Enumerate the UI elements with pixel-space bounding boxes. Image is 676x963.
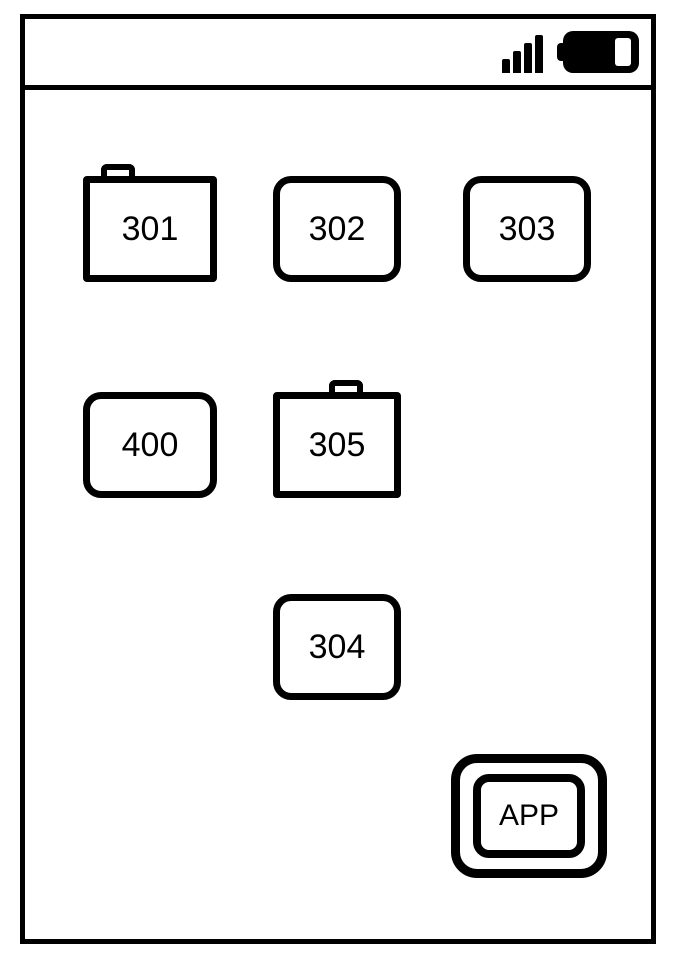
app-302[interactable]: 302 <box>273 176 401 282</box>
icon-label: 400 <box>122 426 179 465</box>
icon-label: 301 <box>122 210 179 249</box>
device-frame: 301 302 303 400 305 304 <box>20 14 656 944</box>
folder-305[interactable]: 305 <box>273 392 401 498</box>
battery-level <box>615 38 631 66</box>
signal-bar <box>513 51 521 73</box>
signal-icon <box>502 35 543 73</box>
signal-bar <box>502 59 510 73</box>
icon-label: 302 <box>309 210 366 249</box>
icon-label: 303 <box>499 210 556 249</box>
folder-301[interactable]: 301 <box>83 176 217 282</box>
status-bar <box>25 19 651 85</box>
signal-bar <box>535 35 543 73</box>
signal-bar <box>524 43 532 73</box>
app-400[interactable]: 400 <box>83 392 217 498</box>
home-screen[interactable]: 301 302 303 400 305 304 <box>25 90 651 939</box>
icon-label: 305 <box>309 426 366 465</box>
icon-label: 304 <box>309 628 366 667</box>
app-button-label: APP <box>499 799 559 833</box>
app-303[interactable]: 303 <box>463 176 591 282</box>
app-304[interactable]: 304 <box>273 594 401 700</box>
app-drawer-button-inner[interactable]: APP <box>473 774 585 858</box>
battery-icon <box>557 31 639 73</box>
viewport: 301 302 303 400 305 304 <box>0 0 676 963</box>
